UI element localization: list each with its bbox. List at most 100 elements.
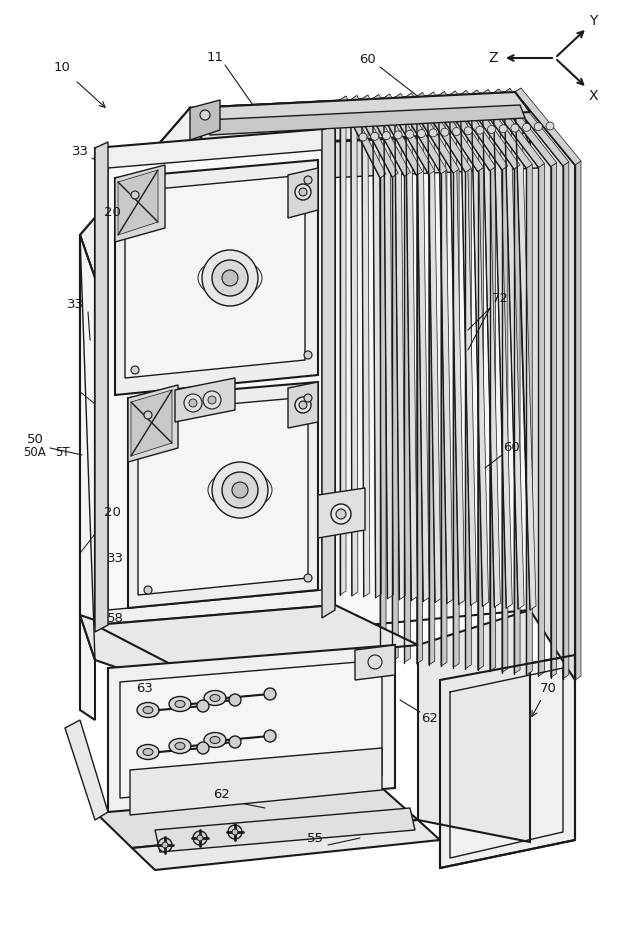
Circle shape: [359, 133, 367, 141]
Polygon shape: [384, 94, 435, 175]
Polygon shape: [373, 95, 422, 176]
Polygon shape: [493, 89, 557, 166]
Circle shape: [200, 110, 210, 120]
Polygon shape: [190, 100, 220, 140]
Polygon shape: [380, 174, 386, 660]
Polygon shape: [95, 605, 418, 668]
Polygon shape: [362, 95, 370, 597]
Circle shape: [193, 831, 207, 845]
Ellipse shape: [204, 733, 226, 748]
Polygon shape: [80, 108, 205, 278]
Circle shape: [546, 122, 554, 130]
Polygon shape: [429, 171, 435, 665]
Polygon shape: [502, 166, 508, 672]
Circle shape: [229, 736, 241, 748]
Polygon shape: [465, 168, 471, 669]
Polygon shape: [130, 748, 382, 815]
Text: 5T: 5T: [54, 446, 69, 459]
Text: 60: 60: [504, 442, 520, 455]
Polygon shape: [95, 788, 418, 848]
Polygon shape: [288, 168, 318, 218]
Circle shape: [144, 411, 152, 419]
Polygon shape: [125, 175, 305, 378]
Circle shape: [304, 394, 312, 402]
Circle shape: [331, 504, 351, 524]
Polygon shape: [515, 92, 575, 680]
Text: X: X: [588, 89, 598, 103]
Text: 20: 20: [104, 506, 120, 519]
Text: 20: 20: [104, 206, 120, 219]
Polygon shape: [190, 92, 530, 130]
Text: 60: 60: [360, 54, 376, 67]
Text: 33: 33: [72, 145, 88, 158]
Polygon shape: [428, 92, 483, 171]
Polygon shape: [373, 95, 381, 598]
Circle shape: [162, 842, 168, 848]
Polygon shape: [351, 96, 358, 596]
Polygon shape: [460, 90, 477, 605]
Circle shape: [299, 401, 307, 409]
Text: 55: 55: [307, 831, 323, 844]
Text: 72: 72: [492, 291, 509, 304]
Circle shape: [394, 131, 402, 139]
Circle shape: [232, 829, 238, 835]
Ellipse shape: [137, 702, 159, 718]
Polygon shape: [108, 645, 395, 812]
Polygon shape: [362, 95, 410, 177]
Circle shape: [304, 574, 312, 582]
Polygon shape: [205, 133, 538, 183]
Polygon shape: [460, 90, 520, 169]
Circle shape: [441, 128, 449, 136]
Polygon shape: [128, 382, 318, 608]
Circle shape: [203, 391, 221, 409]
Circle shape: [429, 129, 437, 137]
Ellipse shape: [143, 749, 153, 755]
Circle shape: [229, 694, 241, 706]
Circle shape: [464, 126, 472, 135]
Polygon shape: [417, 92, 471, 172]
Circle shape: [295, 184, 311, 200]
Polygon shape: [80, 235, 95, 720]
Circle shape: [212, 260, 248, 296]
Polygon shape: [563, 162, 569, 679]
Text: 63: 63: [136, 682, 154, 695]
Polygon shape: [115, 160, 318, 395]
Polygon shape: [406, 93, 417, 601]
Polygon shape: [95, 128, 335, 625]
Circle shape: [208, 396, 216, 404]
Polygon shape: [438, 91, 496, 171]
Ellipse shape: [169, 697, 191, 711]
Text: 70: 70: [540, 682, 556, 695]
Ellipse shape: [137, 745, 159, 760]
Polygon shape: [504, 88, 524, 609]
Polygon shape: [138, 397, 308, 595]
Text: Z: Z: [488, 51, 498, 65]
Circle shape: [452, 127, 461, 136]
Text: 50A: 50A: [24, 446, 46, 459]
Text: 62: 62: [422, 711, 438, 724]
Polygon shape: [404, 172, 410, 662]
Polygon shape: [322, 125, 335, 618]
Circle shape: [304, 176, 312, 184]
Ellipse shape: [204, 690, 226, 706]
Polygon shape: [108, 150, 322, 610]
Ellipse shape: [210, 695, 220, 701]
Circle shape: [222, 270, 238, 286]
Polygon shape: [514, 165, 520, 673]
Polygon shape: [118, 170, 158, 235]
Polygon shape: [318, 488, 365, 538]
Circle shape: [511, 124, 519, 132]
Circle shape: [382, 132, 390, 140]
Polygon shape: [190, 92, 530, 640]
Circle shape: [264, 688, 276, 700]
Text: 10: 10: [54, 61, 70, 74]
Polygon shape: [515, 88, 536, 610]
Polygon shape: [441, 170, 447, 666]
Circle shape: [144, 586, 152, 594]
Polygon shape: [131, 390, 172, 456]
Polygon shape: [205, 105, 525, 135]
Polygon shape: [417, 171, 422, 664]
Polygon shape: [428, 92, 441, 603]
Text: 33: 33: [67, 299, 83, 312]
Polygon shape: [80, 108, 205, 278]
